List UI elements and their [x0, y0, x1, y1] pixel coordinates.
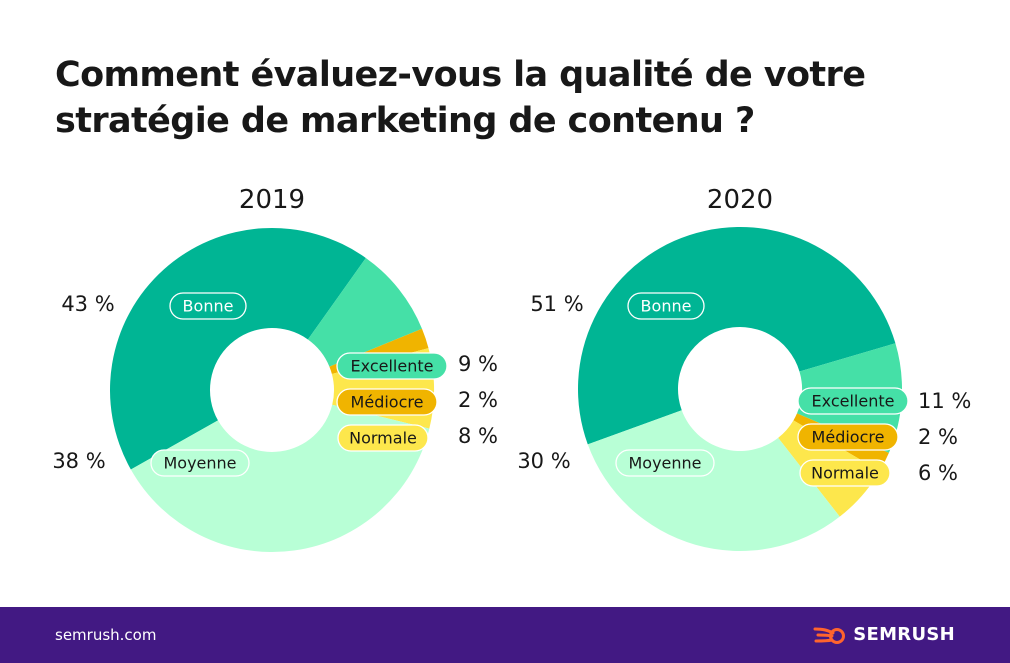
- pill-normale: [337, 424, 429, 452]
- pill-normale: [799, 459, 891, 487]
- slice-moyenne: [587, 410, 840, 551]
- pill-bonne: [627, 292, 705, 320]
- label-mediocre: Médiocre: [351, 393, 424, 412]
- label-bonne: Bonne: [641, 297, 692, 316]
- pill-mediocre: [797, 423, 899, 451]
- label-normale: Normale: [349, 429, 417, 448]
- pill-excellente: [797, 387, 909, 415]
- slice-bonne: [578, 227, 896, 445]
- label-moyenne: Moyenne: [628, 454, 701, 473]
- donut-charts: 2019 Bonne Excellente Médiocre Normale Moyenn…: [52, 185, 971, 553]
- value-normale: 8 %: [458, 424, 498, 448]
- label-bonne: Bonne: [183, 297, 234, 316]
- label-normale: Normale: [811, 464, 879, 483]
- pill-bonne: [169, 292, 247, 320]
- footer-url[interactable]: semrush.com: [55, 626, 157, 644]
- donut-2019: 2019 Bonne Excellente Médiocre Normale Moyenn…: [52, 185, 498, 553]
- value-excellente: 9 %: [458, 352, 498, 376]
- label-mediocre: Médiocre: [812, 428, 885, 447]
- value-mediocre: 2 %: [918, 425, 958, 449]
- pill-excellente: [336, 352, 448, 380]
- semrush-flame-icon: [813, 627, 846, 644]
- pill-moyenne: [150, 449, 250, 477]
- value-mediocre: 2 %: [458, 388, 498, 412]
- value-normale: 6 %: [918, 461, 958, 485]
- pill-mediocre: [336, 388, 438, 416]
- value-moyenne: 38 %: [52, 449, 105, 473]
- donut-2020: 2020 Bonne Excellente Médiocre Normale Moyenn…: [517, 185, 971, 551]
- footer: semrush.com SEMRUSH: [0, 607, 1010, 663]
- brand-logo[interactable]: SEMRUSH: [813, 624, 955, 645]
- value-excellente: 11 %: [918, 389, 971, 413]
- slice-bonne: [110, 228, 366, 470]
- slice-excellente: [307, 257, 422, 367]
- label-excellente: Excellente: [351, 357, 434, 376]
- chart-year-2019: 2019: [239, 185, 305, 215]
- label-excellente: Excellente: [812, 392, 895, 411]
- label-moyenne: Moyenne: [163, 454, 236, 473]
- pill-moyenne: [615, 449, 715, 477]
- page-title: Comment évaluez-vous la qualité de votre…: [55, 55, 866, 141]
- brand-name: SEMRUSH: [853, 624, 955, 645]
- value-moyenne: 30 %: [517, 449, 570, 473]
- chart-year-2020: 2020: [707, 185, 773, 215]
- value-bonne: 51 %: [530, 292, 583, 316]
- value-bonne: 43 %: [61, 292, 114, 316]
